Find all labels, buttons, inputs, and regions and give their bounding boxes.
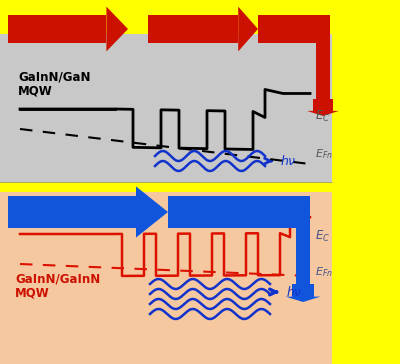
Polygon shape xyxy=(316,43,330,112)
Polygon shape xyxy=(313,99,333,111)
Text: $E_C$: $E_C$ xyxy=(315,229,330,244)
Polygon shape xyxy=(8,196,136,228)
Polygon shape xyxy=(136,186,168,238)
Polygon shape xyxy=(296,228,310,296)
Polygon shape xyxy=(307,111,339,116)
Text: $E_{Fn}$: $E_{Fn}$ xyxy=(315,265,333,279)
Polygon shape xyxy=(148,15,238,43)
Polygon shape xyxy=(292,284,314,297)
Polygon shape xyxy=(106,7,128,51)
Bar xyxy=(0,192,332,364)
Text: $h\nu$: $h\nu$ xyxy=(280,154,296,168)
Text: GaInN/GaN
MQW: GaInN/GaN MQW xyxy=(18,70,90,98)
Text: GaInN/GaInN
MQW: GaInN/GaInN MQW xyxy=(15,272,100,300)
Text: $h\nu$: $h\nu$ xyxy=(286,285,302,299)
Text: $E_{Fn}$: $E_{Fn}$ xyxy=(315,147,333,161)
Text: $E_C$: $E_C$ xyxy=(315,108,330,123)
Bar xyxy=(0,34,332,182)
Polygon shape xyxy=(238,7,258,51)
Polygon shape xyxy=(280,196,310,228)
Polygon shape xyxy=(258,15,330,43)
Polygon shape xyxy=(8,15,106,43)
Polygon shape xyxy=(285,297,321,302)
Polygon shape xyxy=(168,196,295,228)
